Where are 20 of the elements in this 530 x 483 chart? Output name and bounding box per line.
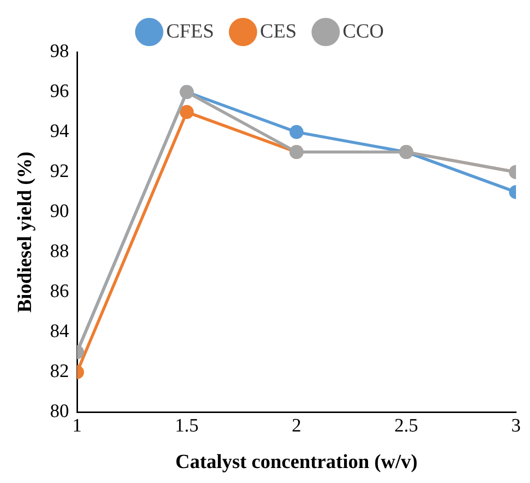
y-tick-label: 98 [50, 40, 69, 62]
y-tick-label: 92 [50, 161, 69, 182]
x-axis-title: Catalyst concentration (w/v) [175, 451, 418, 474]
y-tick-label: 96 [50, 81, 69, 102]
y-tick-label: 90 [50, 201, 69, 222]
y-tick-label: 82 [50, 361, 69, 382]
legend-label: CFES [166, 20, 214, 42]
x-tick-label: 3 [511, 416, 521, 437]
y-tick-label: 86 [50, 281, 69, 302]
x-tick-label: 1 [72, 416, 82, 437]
legend-label: CCO [342, 20, 384, 42]
x-tick-label: 1.5 [174, 416, 199, 437]
legend-label: CES [260, 20, 297, 42]
y-tick-label: 84 [50, 321, 70, 342]
x-tick-label: 2 [292, 416, 302, 437]
y-tick-label: 80 [50, 401, 69, 422]
y-axis-title: Biodiesel yield (%) [14, 152, 36, 313]
y-tick-label: 94 [50, 121, 70, 142]
y-tick-label: 88 [50, 241, 69, 262]
x-tick-label: 2.5 [394, 416, 418, 437]
